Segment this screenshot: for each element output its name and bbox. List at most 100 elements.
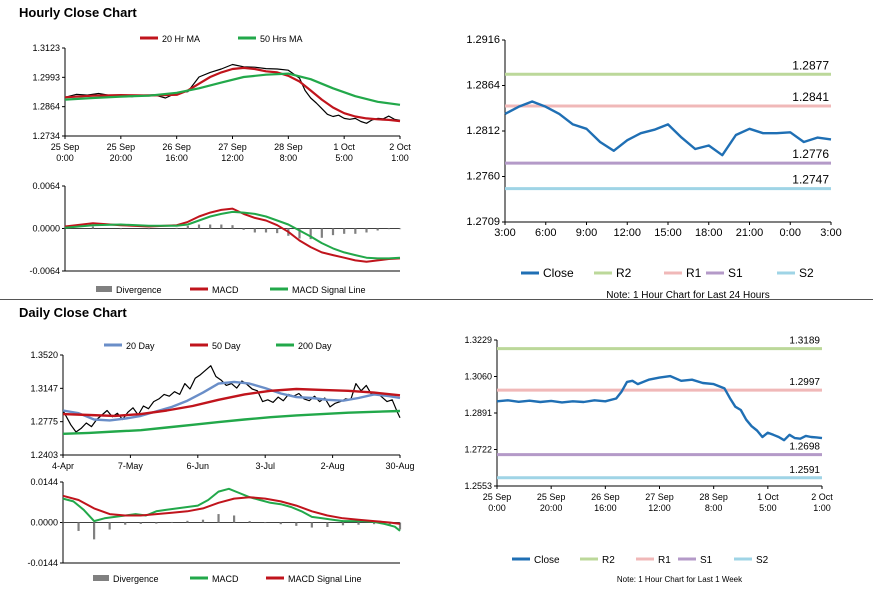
- hourly-price-ytick-label: 1.3123: [32, 43, 60, 53]
- daily-price-ytick-label: 1.3147: [30, 383, 58, 393]
- hourly-macd-legend-divergence-label: Divergence: [116, 285, 162, 295]
- hourly-price-50-hrs-ma-line: [64, 72, 401, 106]
- daily-week-xtick-label: 12:00: [648, 503, 671, 513]
- daily-week-xtick-label: 2 Oct: [811, 492, 833, 502]
- daily-macd-legend-divergence-swatch: [93, 575, 109, 581]
- daily-week-ytick-label: 1.2722: [464, 445, 492, 455]
- hourly-24h-ytick-label: 1.2709: [466, 216, 500, 228]
- daily-week-s2-value: 1.2591: [789, 465, 820, 476]
- daily-price-ytick-label: 1.2775: [30, 417, 58, 427]
- hourly-macd-signal-line: [64, 210, 401, 260]
- hourly-price-xtick-label: 12:00: [221, 153, 244, 163]
- hourly-macd-legend-signal-label: MACD Signal Line: [292, 285, 366, 295]
- hourly-24h-xtick-label: 6:00: [535, 227, 556, 239]
- daily-week-s1-value: 1.2698: [789, 442, 820, 453]
- daily-week-r2-value: 1.3189: [789, 336, 820, 347]
- hourly-24h-r1-value: 1.2841: [792, 90, 829, 104]
- hourly-section-title: Hourly Close Chart: [19, 5, 137, 20]
- daily-price-xtick-label: 6-Jun: [187, 461, 210, 471]
- daily-price-legend-200day-label: 200 Day: [298, 341, 332, 351]
- daily-macd-signal-line: [62, 494, 401, 525]
- daily-section-title: Daily Close Chart: [19, 305, 127, 320]
- hourly-macd-ytick-label: -0.0064: [29, 266, 60, 276]
- daily-macd-macd-line: [62, 487, 401, 532]
- hourly-24h-xtick-label: 12:00: [613, 227, 641, 239]
- daily-week-xtick-label: 20:00: [540, 503, 563, 513]
- daily-week-xtick-label: 16:00: [594, 503, 617, 513]
- daily-macd-ytick-label: 0.0144: [30, 477, 58, 487]
- hourly-macd-ytick-label: 0.0064: [32, 181, 60, 191]
- hourly-24h-ytick-label: 1.2760: [466, 171, 500, 183]
- hourly-price-ytick-label: 1.2734: [32, 131, 60, 141]
- daily-price-xtick-label: 30-Aug: [385, 461, 414, 471]
- daily-week-legend-s2-label: S2: [756, 555, 769, 566]
- hourly-24h-s2-value: 1.2747: [792, 173, 829, 187]
- daily-week-r1-value: 1.2997: [789, 377, 820, 388]
- daily-week-xtick-label: 5:00: [759, 503, 777, 513]
- daily-price-legend-50day-label: 50 Day: [212, 341, 241, 351]
- daily-price-xtick-label: 2-Aug: [321, 461, 345, 471]
- daily-week-xtick-label: 1 Oct: [757, 492, 779, 502]
- hourly-price-20-hr-ma-line: [64, 66, 401, 123]
- hourly-24h-xtick-label: 15:00: [654, 227, 682, 239]
- daily-week-close-line: [496, 374, 823, 442]
- hourly-24h-legend-close-label: Close: [543, 266, 574, 280]
- daily-week-xtick-label: 26 Sep: [591, 492, 620, 502]
- hourly-macd-legend-macd-label: MACD: [212, 285, 239, 295]
- hourly-price-ytick-label: 1.2864: [32, 102, 60, 112]
- hourly-24h-xtick-label: 21:00: [736, 227, 764, 239]
- daily-week-legend-s1-label: S1: [700, 555, 713, 566]
- hourly-macd-legend-divergence-swatch: [96, 286, 112, 292]
- hourly-24h-ytick-label: 1.2916: [466, 34, 500, 46]
- daily-week-legend-r1-label: R1: [658, 555, 671, 566]
- daily-week-ytick-label: 1.2891: [464, 408, 492, 418]
- daily-week-xtick-label: 27 Sep: [645, 492, 674, 502]
- hourly-price-xtick-label: 5:00: [335, 153, 353, 163]
- hourly-price-xtick-label: 28 Sep: [274, 142, 303, 152]
- hourly-24h-ytick-label: 1.2812: [466, 125, 500, 137]
- daily-week-xtick-label: 1:00: [813, 503, 831, 513]
- hourly-price-xtick-label: 25 Sep: [51, 142, 80, 152]
- daily-price-50-day-line: [62, 387, 401, 418]
- hourly-24h-ytick-label: 1.2864: [466, 80, 500, 92]
- hourly-24h-legend-r1-label: R1: [686, 266, 702, 280]
- daily-price-legend-20day-label: 20 Day: [126, 341, 155, 351]
- hourly-price-xtick-label: 8:00: [280, 153, 298, 163]
- hourly-24h-legend-s2-label: S2: [799, 266, 814, 280]
- daily-week-legend-close-label: Close: [534, 555, 560, 566]
- daily-macd-legend-macd-label: MACD: [212, 574, 239, 584]
- daily-week-xtick-label: 0:00: [488, 503, 506, 513]
- daily-week-xtick-label: 25 Sep: [483, 492, 512, 502]
- hourly-price-xtick-label: 27 Sep: [218, 142, 247, 152]
- hourly-24h-xtick-label: 3:00: [494, 227, 515, 239]
- hourly-price-xtick-label: 1 Oct: [333, 142, 355, 152]
- daily-price-ytick-label: 1.3520: [30, 350, 58, 360]
- daily-price-xtick-label: 3-Jul: [255, 461, 275, 471]
- hourly-24h-note: Note: 1 Hour Chart for Last 24 Hours: [606, 290, 769, 301]
- daily-price-200-day-line: [62, 409, 401, 435]
- hourly-price-xtick-label: 1:00: [391, 153, 409, 163]
- hourly-price-legend-50hrs-label: 50 Hrs MA: [260, 34, 303, 44]
- hourly-24h-s1-value: 1.2776: [792, 147, 829, 161]
- daily-week-ytick-label: 1.2553: [464, 481, 492, 491]
- daily-price-20-day-line: [62, 380, 401, 422]
- daily-macd-ytick-label: -0.0144: [27, 558, 58, 568]
- hourly-price-xtick-label: 25 Sep: [107, 142, 136, 152]
- hourly-24h-r2-value: 1.2877: [792, 58, 829, 72]
- daily-price-xtick-label: 4-Apr: [52, 461, 74, 471]
- hourly-price-legend-20hr-label: 20 Hr MA: [162, 34, 200, 44]
- daily-macd-legend-signal-label: MACD Signal Line: [288, 574, 362, 584]
- hourly-24h-xtick-label: 9:00: [576, 227, 597, 239]
- hourly-price-ytick-label: 1.2993: [32, 72, 60, 82]
- daily-week-ytick-label: 1.3060: [464, 372, 492, 382]
- hourly-price-xtick-label: 0:00: [56, 153, 74, 163]
- hourly-24h-xtick-label: 0:00: [780, 227, 801, 239]
- daily-week-legend-r2-label: R2: [602, 555, 615, 566]
- hourly-macd-ytick-label: 0.0000: [32, 224, 60, 234]
- hourly-24h-xtick-label: 3:00: [820, 227, 841, 239]
- section-divider: [0, 299, 873, 300]
- daily-week-note: Note: 1 Hour Chart for Last 1 Week: [617, 575, 743, 584]
- hourly-price-xtick-label: 16:00: [165, 153, 188, 163]
- daily-price-xtick-label: 7-May: [118, 461, 144, 471]
- daily-price-ytick-label: 1.2403: [30, 450, 58, 460]
